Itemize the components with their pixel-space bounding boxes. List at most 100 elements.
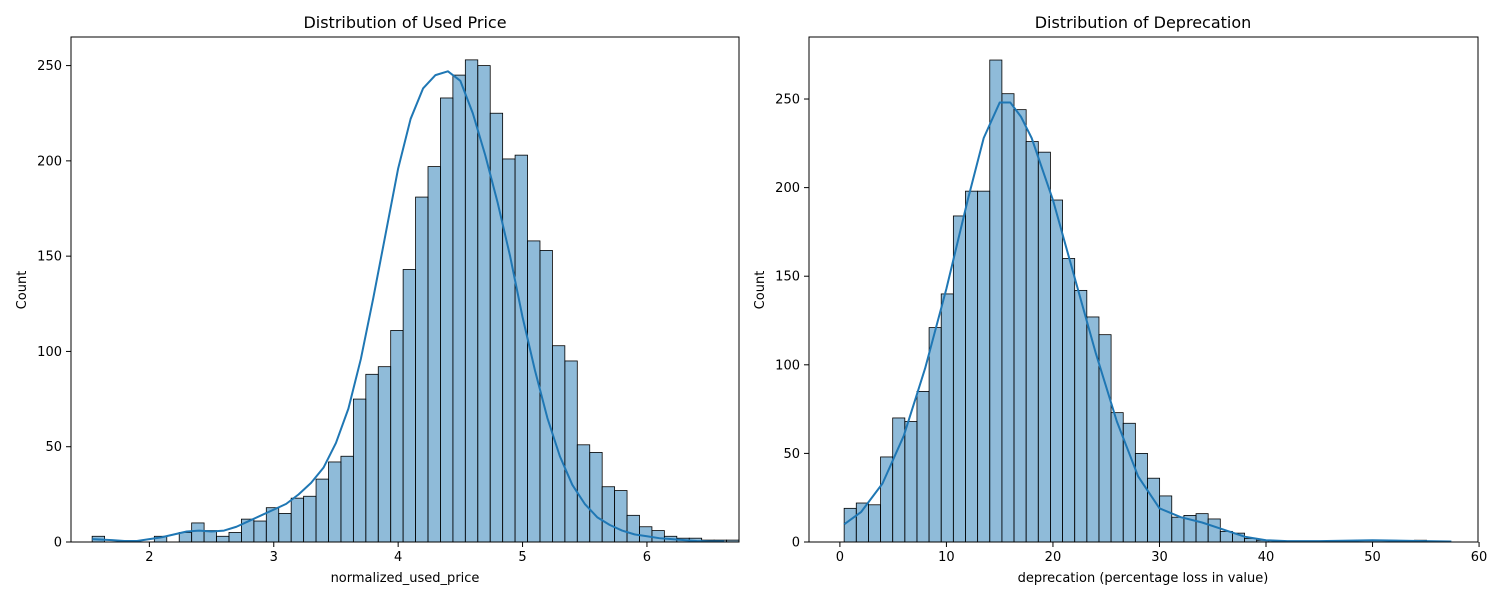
- x-tick-label: 3: [270, 550, 278, 565]
- histogram-bar: [228, 532, 242, 543]
- histogram-bar: [1001, 93, 1015, 543]
- histogram-bar: [1159, 495, 1173, 543]
- histogram-bar: [278, 513, 292, 543]
- x-tick-label: 20: [1045, 550, 1062, 565]
- x-tick-label: 10: [938, 550, 955, 565]
- histogram-bar: [1147, 477, 1161, 543]
- histogram-bar: [989, 59, 1003, 543]
- histogram-bar: [1195, 513, 1209, 543]
- histogram-bar: [390, 330, 404, 543]
- histogram-bar: [290, 497, 305, 543]
- histogram-bar: [928, 327, 942, 543]
- y-tick-label: 100: [37, 345, 62, 360]
- histogram-bar: [502, 158, 516, 543]
- x-tick-label: 0: [836, 550, 844, 565]
- y-tick-label: 0: [792, 536, 800, 551]
- histogram-bar: [415, 196, 429, 543]
- histogram-bar: [651, 530, 665, 543]
- y-ticks: 0 50 100 150 200 250: [37, 59, 71, 551]
- y-tick-label: 50: [45, 440, 62, 455]
- histogram-bar: [1207, 518, 1221, 543]
- histogram-bar: [1050, 199, 1063, 543]
- x-ticks: 0 10 20 30 40 50 60: [836, 542, 1488, 565]
- histogram-bar: [216, 535, 230, 543]
- histogram-bar: [916, 390, 930, 543]
- histogram-bar: [315, 478, 329, 543]
- chart-used-price: Distribution of Used Price 2 3 4 5 6 0 50 100 1…: [15, 13, 740, 586]
- histogram-bar: [464, 59, 479, 543]
- histogram-bar: [514, 154, 528, 543]
- histogram-bar: [178, 532, 193, 543]
- histogram-bar: [552, 345, 566, 543]
- x-axis-label: deprecation (percentage loss in value): [1018, 571, 1269, 586]
- y-tick-label: 150: [775, 270, 800, 285]
- y-tick-label: 250: [37, 59, 62, 74]
- histogram-bar: [601, 486, 616, 543]
- histogram-bar: [977, 190, 991, 543]
- histogram-bar: [868, 504, 881, 543]
- y-tick-label: 200: [775, 181, 800, 196]
- histogram-bar: [303, 495, 317, 543]
- x-tick-label: 4: [394, 550, 402, 565]
- histogram-bar: [328, 461, 342, 543]
- histogram-bar: [639, 526, 653, 543]
- plot-frame: [808, 36, 1479, 543]
- kde-line: [92, 70, 725, 543]
- histogram-bar: [440, 97, 454, 543]
- kde-line: [843, 101, 1452, 543]
- x-tick-label: 40: [1258, 550, 1275, 565]
- histogram-bar: [1037, 151, 1051, 543]
- histogram-bar: [576, 444, 591, 543]
- histogram-bar: [365, 373, 379, 543]
- x-tick-label: 60: [1471, 550, 1488, 565]
- histogram-bar: [253, 520, 267, 543]
- histogram-bar: [880, 456, 894, 543]
- histogram-bar: [1013, 109, 1027, 543]
- histogram-bar: [427, 166, 441, 543]
- y-tick-label: 250: [775, 93, 800, 108]
- y-axis-label: Count: [753, 271, 768, 310]
- chart-title: Distribution of Used Price: [303, 13, 506, 32]
- y-tick-label: 50: [783, 447, 800, 462]
- x-tick-label: 5: [518, 550, 526, 565]
- histogram-bar: [952, 215, 966, 543]
- y-tick-label: 150: [37, 250, 62, 265]
- histogram-bar: [940, 293, 954, 543]
- y-tick-label: 100: [775, 358, 800, 373]
- histogram-bar: [1025, 141, 1039, 543]
- histogram-bar: [1074, 289, 1088, 543]
- histogram-bar: [1098, 334, 1112, 543]
- histogram-bar: [614, 490, 628, 543]
- histogram-bar: [452, 74, 466, 543]
- kde-layer: [92, 70, 725, 543]
- histogram-bar: [904, 421, 918, 543]
- histogram-bar: [589, 452, 603, 543]
- kde-layer: [843, 101, 1452, 543]
- histogram-bar: [377, 366, 392, 543]
- y-ticks: 0 50 100 150 200 250: [775, 93, 809, 551]
- histogram-bar: [1171, 516, 1185, 543]
- histogram-bar: [1134, 452, 1148, 543]
- x-axis-label: normalized_used_price: [331, 571, 480, 586]
- histogram-bar: [402, 269, 416, 543]
- plot-frame: [70, 36, 740, 543]
- chart-deprecation: Distribution of Deprecation 0 10 20 30 40 50 6…: [753, 13, 1487, 586]
- y-axis-label: Count: [15, 271, 30, 310]
- histogram-bar: [352, 398, 367, 543]
- histogram-bar: [1062, 258, 1076, 543]
- x-tick-label: 30: [1151, 550, 1168, 565]
- histogram-bar: [340, 455, 354, 543]
- x-tick-label: 50: [1364, 550, 1381, 565]
- histogram-bar: [965, 190, 979, 543]
- histogram-bar: [564, 360, 578, 543]
- x-tick-label: 6: [643, 550, 651, 565]
- x-tick-label: 2: [145, 550, 153, 565]
- y-tick-label: 0: [54, 536, 62, 551]
- histogram-bar: [843, 507, 857, 543]
- x-ticks: 2 3 4 5 6: [145, 542, 651, 565]
- histogram-bar: [527, 240, 541, 543]
- y-tick-label: 200: [37, 154, 62, 169]
- histogram-bar: [1086, 316, 1100, 543]
- histogram-bar: [626, 514, 640, 543]
